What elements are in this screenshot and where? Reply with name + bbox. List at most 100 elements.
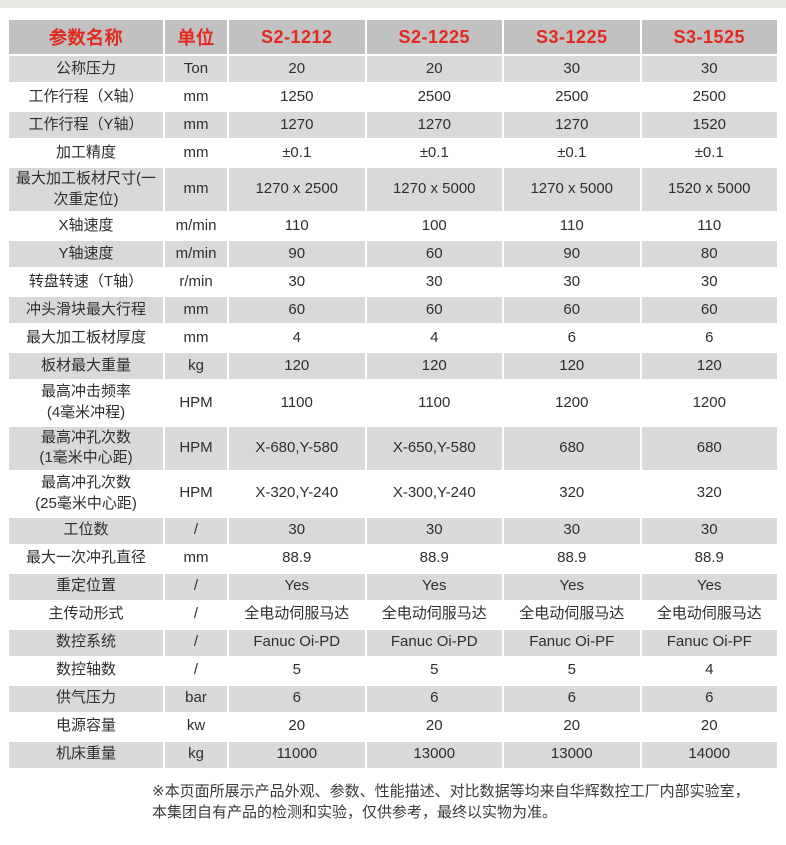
param-value: 1270 x 5000 [504, 168, 640, 212]
param-value: 30 [366, 517, 502, 544]
table-row: 最高冲击频率 (4毫米冲程) HPM 1100 1100 1200 1200 [9, 381, 777, 425]
param-value: 13000 [504, 741, 640, 768]
param-value: 全电动伺服马达 [229, 601, 365, 628]
param-value: 4 [641, 657, 777, 684]
table-row: 数控系统 / Fanuc Oi-PD Fanuc Oi-PD Fanuc Oi-PF Fa… [9, 629, 777, 656]
param-value: Fanuc Oi-PF [504, 629, 640, 656]
param-value: 320 [504, 472, 640, 516]
table-row: Y轴速度 m/min 90 60 90 80 [9, 241, 777, 268]
param-value: 90 [229, 241, 365, 268]
param-value: 60 [229, 297, 365, 324]
table-row: 转盘转速（T轴） r/min 30 30 30 30 [9, 269, 777, 296]
param-value: X-650,Y-580 [366, 426, 502, 471]
param-label: 工作行程（X轴） [9, 84, 163, 110]
param-label: 最高冲击频率 (4毫米冲程) [9, 381, 163, 425]
param-unit: kw [165, 713, 227, 740]
param-label: 最高冲孔次数 (1毫米中心距) [9, 426, 163, 471]
param-value: ±0.1 [366, 140, 502, 166]
param-value: X-300,Y-240 [366, 472, 502, 516]
param-unit: mm [165, 325, 227, 352]
param-value: 1520 x 5000 [641, 168, 777, 212]
param-value: 11000 [229, 741, 365, 768]
param-value: 120 [504, 353, 640, 380]
param-value: 30 [366, 269, 502, 296]
param-value: 88.9 [229, 545, 365, 572]
param-value: 110 [504, 213, 640, 240]
param-unit: mm [165, 112, 227, 138]
table-row: 最高冲孔次数 (25毫米中心距) HPM X-320,Y-240 X-300,Y-24… [9, 472, 777, 516]
param-value: 6 [641, 685, 777, 712]
param-value: 30 [229, 517, 365, 544]
param-label: 最高冲孔次数 (25毫米中心距) [9, 472, 163, 516]
table-row: 主传动形式 / 全电动伺服马达 全电动伺服马达 全电动伺服马达 全电动伺服马达 [9, 601, 777, 628]
param-value: 88.9 [641, 545, 777, 572]
param-value: Yes [366, 573, 502, 600]
param-unit: kg [165, 353, 227, 380]
table-row: 机床重量 kg 11000 13000 13000 14000 [9, 741, 777, 768]
param-value: 1100 [366, 381, 502, 425]
table-body: 公称压力 Ton 20 20 30 30 工作行程（X轴） mm 1250 2500 2500 250… [9, 56, 777, 768]
param-value: Yes [641, 573, 777, 600]
param-value: 1270 x 5000 [366, 168, 502, 212]
param-unit: r/min [165, 269, 227, 296]
param-unit: m/min [165, 241, 227, 268]
table-row: 数控轴数/5 5 5 4 [9, 657, 777, 684]
param-unit: kg [165, 741, 227, 768]
param-value: 全电动伺服马达 [504, 601, 640, 628]
table-row: 最大加工板材厚度 mm 4 4 6 6 [9, 325, 777, 352]
param-value: 80 [641, 241, 777, 268]
param-label: 板材最大重量 [9, 353, 163, 380]
param-value: 14000 [641, 741, 777, 768]
spec-table: 参数名称 单位 S2-1212 S2-1225 S3-1225 S3-1525 公称压力 T… [7, 18, 779, 770]
param-value: 2500 [641, 84, 777, 110]
param-value: 30 [641, 269, 777, 296]
param-value: 60 [641, 297, 777, 324]
table-row: 电源容量 kw 20 20 20 20 [9, 713, 777, 740]
param-value: 88.9 [504, 545, 640, 572]
table-row: 工位数/30 30 30 30 [9, 517, 777, 544]
param-value: 4 [229, 325, 365, 352]
disclaimer-line-2: 本集团自有产品的检测和实验，仅供参考，最终以实物为准。 [152, 804, 558, 822]
table-row: 公称压力 Ton 20 20 30 30 [9, 56, 777, 82]
param-unit: mm [165, 84, 227, 110]
param-label: 机床重量 [9, 741, 163, 768]
column-header-model: S2-1225 [366, 20, 502, 54]
param-value: 30 [229, 269, 365, 296]
param-value: 全电动伺服马达 [366, 601, 502, 628]
table-row: 冲头滑块最大行程 mm 60 60 60 60 [9, 297, 777, 324]
param-value: 110 [229, 213, 365, 240]
param-unit: / [165, 657, 227, 684]
param-value: 1250 [229, 84, 365, 110]
disclaimer: ※本页面所展示产品外观、参数、性能描述、对比数据等均来自华辉数控工厂内部实验室，… [152, 781, 782, 825]
param-label: 工作行程（Y轴） [9, 112, 163, 138]
table-row: 加工精度 mm ±0.1 ±0.1 ±0.1 ±0.1 [9, 140, 777, 166]
param-unit: m/min [165, 213, 227, 240]
param-value: 30 [641, 56, 777, 82]
param-label: 供气压力 [9, 685, 163, 712]
param-label: 最大一次冲孔直径 [9, 545, 163, 572]
table-row: 重定位置 / Yes Yes Yes Yes [9, 573, 777, 600]
param-value: 60 [504, 297, 640, 324]
table-header-row: 参数名称 单位 S2-1212 S2-1225 S3-1225 S3-1525 [9, 20, 777, 54]
param-label: 数控系统 [9, 629, 163, 656]
param-unit: Ton [165, 56, 227, 82]
table-row: 板材最大重量 kg 120 120 120 120 [9, 353, 777, 380]
param-value: 88.9 [366, 545, 502, 572]
param-value: 1200 [641, 381, 777, 425]
param-value: 6 [229, 685, 365, 712]
param-value: ±0.1 [504, 140, 640, 166]
param-label: 重定位置 [9, 573, 163, 600]
spec-sheet-page: 参数名称 单位 S2-1212 S2-1225 S3-1225 S3-1525 公称压力 T… [0, 0, 786, 825]
column-header-unit: 单位 [165, 20, 227, 54]
param-value: 5 [229, 657, 365, 684]
param-unit: / [165, 601, 227, 628]
table-row: 供气压力 bar 6 6 6 6 [9, 685, 777, 712]
param-label: 加工精度 [9, 140, 163, 166]
param-value: 全电动伺服马达 [641, 601, 777, 628]
param-unit: bar [165, 685, 227, 712]
param-value: 2500 [366, 84, 502, 110]
param-unit: mm [165, 297, 227, 324]
param-value: 120 [641, 353, 777, 380]
param-unit: HPM [165, 426, 227, 471]
param-value: 60 [366, 297, 502, 324]
